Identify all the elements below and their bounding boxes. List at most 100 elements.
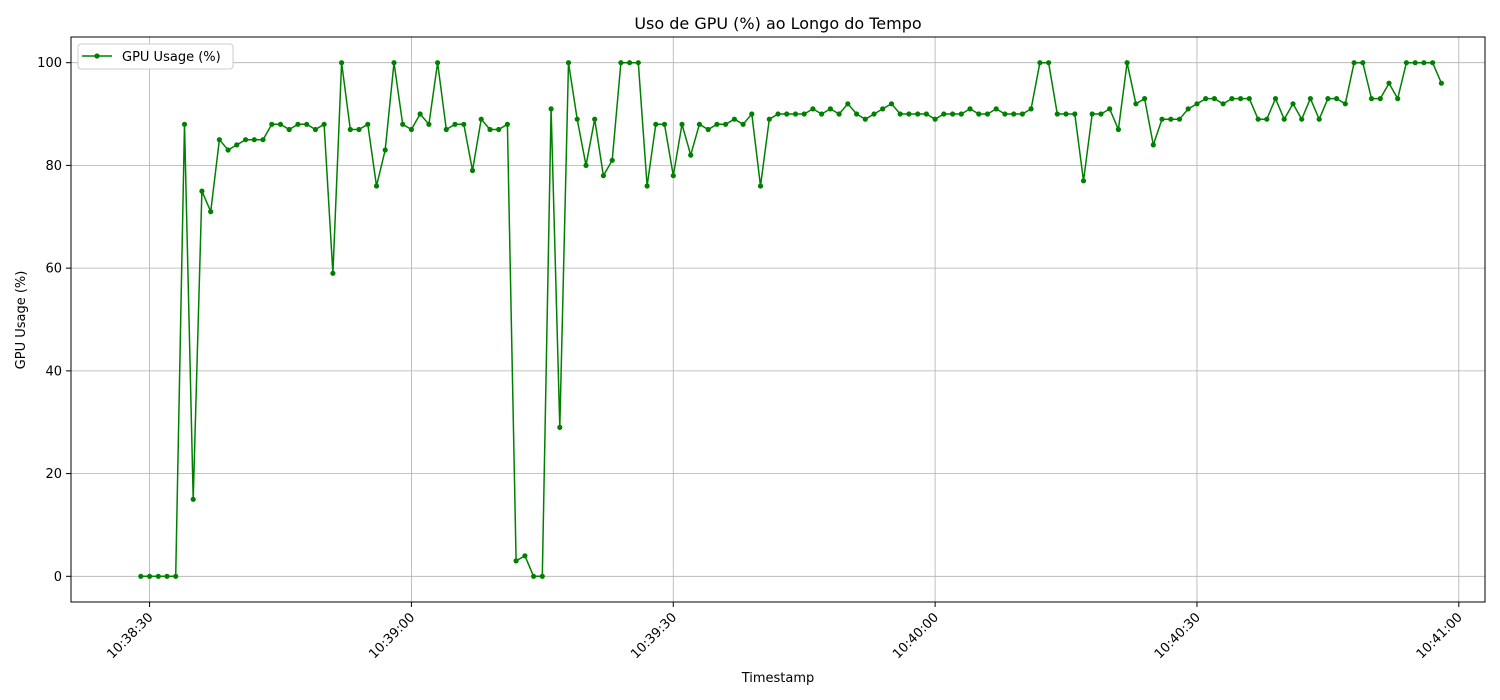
data-point	[1203, 96, 1209, 102]
data-point	[644, 183, 650, 189]
data-point	[862, 116, 868, 122]
data-point	[548, 106, 554, 112]
y-tick-label: 60	[45, 262, 62, 277]
y-tick-label: 80	[45, 159, 62, 174]
data-point	[635, 60, 641, 66]
data-point	[757, 183, 764, 189]
y-tick-label: 0	[54, 570, 62, 585]
data-point	[1168, 116, 1174, 122]
data-point	[1028, 106, 1034, 112]
data-point	[1238, 96, 1244, 102]
data-point	[679, 121, 685, 127]
data-point	[225, 147, 231, 153]
data-point	[1307, 96, 1313, 102]
data-point	[740, 121, 746, 127]
data-point	[339, 60, 345, 66]
data-point	[827, 106, 834, 112]
data-point	[1089, 111, 1095, 117]
data-point	[583, 162, 589, 168]
data-point	[871, 111, 877, 117]
data-point	[819, 111, 825, 117]
data-point	[976, 111, 982, 117]
data-point	[897, 111, 903, 117]
data-point	[452, 121, 458, 127]
data-point	[417, 111, 423, 117]
data-point	[1037, 60, 1043, 66]
plot-area-frame	[70, 36, 1486, 603]
data-point	[208, 209, 214, 215]
data-point	[147, 573, 153, 579]
data-point	[1019, 111, 1025, 117]
data-point	[854, 111, 860, 117]
data-point	[993, 106, 999, 112]
data-point	[1194, 101, 1200, 107]
data-point	[277, 121, 284, 127]
series-layer	[138, 60, 1444, 579]
data-point	[469, 167, 476, 174]
y-tick-label: 100	[37, 56, 62, 71]
data-point	[1299, 116, 1305, 122]
data-point	[1290, 101, 1296, 107]
data-point	[1430, 60, 1436, 66]
data-point	[618, 60, 624, 66]
data-point	[627, 60, 633, 66]
data-point	[243, 137, 249, 143]
data-point	[1246, 96, 1252, 102]
legend: GPU Usage (%)	[77, 43, 234, 70]
data-point	[609, 157, 615, 163]
grid	[71, 37, 1485, 602]
data-point	[426, 121, 432, 127]
data-point	[653, 121, 659, 127]
data-point	[164, 573, 170, 579]
data-point	[513, 558, 519, 564]
data-point	[1098, 111, 1104, 117]
data-point	[714, 121, 720, 127]
data-point	[155, 573, 161, 579]
data-point	[1220, 101, 1226, 107]
data-point	[1395, 96, 1401, 102]
x-axis-label: Timestamp	[741, 671, 815, 686]
data-point	[190, 496, 196, 502]
data-point	[775, 111, 781, 117]
data-point	[670, 173, 676, 179]
data-point	[984, 111, 991, 117]
data-point	[967, 106, 973, 112]
data-point	[382, 147, 388, 153]
data-point	[600, 173, 607, 179]
data-point	[408, 126, 414, 133]
y-axis-label: GPU Usage (%)	[14, 271, 29, 370]
data-point	[880, 106, 886, 112]
data-point	[1272, 96, 1279, 102]
data-point	[1360, 60, 1366, 66]
data-point	[1133, 101, 1139, 107]
data-point	[356, 126, 362, 133]
y-tick-label: 20	[45, 467, 62, 482]
data-point	[1316, 116, 1322, 122]
data-point	[312, 126, 318, 133]
data-point	[1264, 116, 1270, 122]
legend-label: GPU Usage (%)	[122, 50, 221, 65]
data-point	[1063, 111, 1069, 117]
data-point	[801, 111, 807, 117]
data-point	[1046, 60, 1052, 66]
data-point	[522, 553, 528, 559]
data-point	[1150, 142, 1156, 148]
data-point	[1176, 116, 1183, 122]
data-point	[1438, 80, 1444, 86]
data-point	[391, 60, 397, 66]
data-point	[958, 111, 964, 117]
data-point	[478, 116, 484, 122]
data-point	[347, 126, 353, 133]
data-point	[557, 424, 563, 430]
data-point	[723, 121, 729, 127]
data-point	[731, 116, 738, 122]
data-point	[766, 116, 772, 122]
data-point	[496, 126, 502, 133]
data-point	[574, 116, 580, 122]
data-point	[373, 183, 380, 189]
data-point	[443, 126, 449, 133]
data-point	[792, 111, 799, 117]
data-point	[705, 126, 711, 133]
data-point	[941, 111, 947, 117]
